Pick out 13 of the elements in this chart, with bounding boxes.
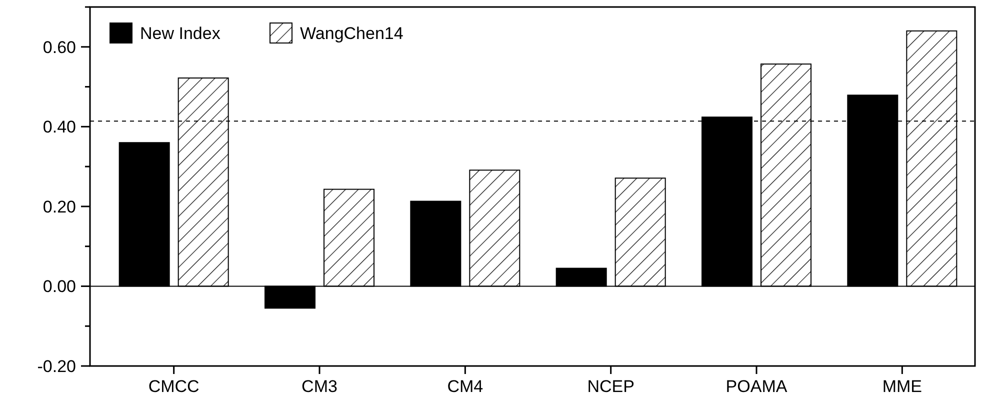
y-tick-label: 0.60 bbox=[42, 38, 76, 57]
x-tick-label: MME bbox=[882, 377, 922, 396]
legend-label: WangChen14 bbox=[300, 24, 404, 43]
y-tick-label: 0.20 bbox=[42, 197, 76, 216]
x-tick-label: CM3 bbox=[302, 377, 338, 396]
y-tick-label: 0.40 bbox=[42, 118, 76, 137]
x-tick-label: CMCC bbox=[148, 377, 200, 396]
x-tick-label: NCEP bbox=[587, 377, 634, 396]
x-tick-label: CM4 bbox=[447, 377, 484, 396]
legend-label: New Index bbox=[140, 24, 221, 43]
x-tick-label: POAMA bbox=[726, 377, 788, 396]
y-tick-label: 0.00 bbox=[42, 277, 76, 296]
y-tick-label: -0.20 bbox=[37, 356, 76, 376]
